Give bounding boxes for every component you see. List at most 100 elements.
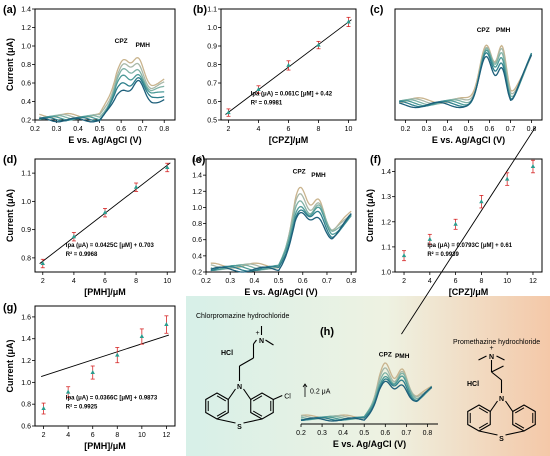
hcl-label: HCl [221, 350, 233, 357]
r-squared: R² = 0.9968 [66, 251, 98, 258]
voltammogram-trace [39, 79, 165, 123]
panel-h-background [186, 296, 550, 456]
r-squared: R² = 0.9925 [66, 404, 98, 411]
y-tick-label: 1.6 [192, 157, 202, 164]
x-tick-label: 6 [103, 278, 107, 285]
data-point [133, 184, 139, 189]
panel-label: (e) [192, 154, 206, 166]
x-tick-label: 0.2 [30, 126, 40, 133]
y-tick-label: 1.4 [21, 7, 31, 14]
amine-nitrogen: N [259, 338, 264, 345]
bond [243, 388, 252, 400]
data-point [401, 253, 407, 258]
x-tick-label: 0.7 [322, 278, 332, 285]
voltammogram-trace [300, 380, 433, 422]
double-bond [514, 407, 525, 414]
peak-label: CPZ [115, 38, 128, 45]
x-tick-label: 10 [503, 278, 511, 285]
bond [505, 400, 514, 412]
y-tick-label: 1.0 [21, 199, 31, 206]
x-tick-label: 0.5 [359, 430, 369, 437]
y-tick-label: 1.2 [21, 358, 31, 365]
fit-equation: Ipa (μA) = 0.061C [μM] + 0.42 [251, 92, 333, 98]
x-tick-label: 0.7 [138, 126, 148, 133]
y-tick-label: 1.0 [381, 270, 391, 277]
fit-line [401, 126, 536, 335]
double-bond [216, 395, 227, 402]
data-point [65, 389, 71, 394]
data-point [346, 19, 351, 24]
data-point [226, 110, 231, 115]
x-tick-label: 0.7 [402, 430, 412, 437]
y-tick-label: 1.2 [21, 25, 31, 32]
x-tick-label: 0.6 [298, 278, 308, 285]
x-tick-label: 0.8 [346, 278, 356, 285]
peak-label: PMH [311, 172, 326, 179]
y-tick-label: 1.1 [207, 7, 217, 14]
voltammogram-trace [399, 44, 533, 104]
data-point [164, 322, 169, 327]
peak-label: CPZ [379, 352, 392, 359]
x-tick-label: 0.3 [422, 126, 432, 133]
r-squared: R² = 0.9939 [427, 251, 459, 258]
data-point [40, 261, 45, 266]
y-axis-label: Current (μA) [365, 189, 375, 242]
panel-label: (g) [3, 302, 17, 314]
x-tick-label: 12 [163, 432, 171, 439]
x-tick-label: 0.8 [159, 126, 169, 133]
voltammogram-trace [398, 48, 533, 106]
y-tick-label: 1.1 [381, 244, 391, 251]
y-tick-label: 0.8 [21, 62, 31, 69]
x-tick-label: 0.2 [401, 126, 411, 133]
panel-d: 2 4 6 8 10 0.8 0.9 1.0 1.1 [PMH]/μM Current (μA) (d… [3, 154, 176, 297]
panel-label: (d) [3, 154, 17, 166]
x-tick-label: 6 [454, 278, 458, 285]
y-tick-label: 0.2 [21, 118, 31, 125]
panel-g: 2 4 6 8 10 12 0.6 0.8 1.0 1.2 1.4 1.6 [PMH]/μM Curren… [3, 302, 176, 451]
y-axis-label: Current (μA) [5, 339, 15, 392]
panel-a: 0.2 0.3 0.4 0.5 0.6 0.7 0.8 0.2 0.4 0.6 0.8 1.0 1.2 1… [3, 4, 176, 145]
peak-label: PMH [496, 27, 511, 34]
data-point [286, 62, 291, 67]
chart-panels: 0.2 0.3 0.4 0.5 0.6 0.7 0.8 0.2 0.4 0.6 0.8 1.0 1.2 1… [3, 4, 543, 451]
y-tick-label: 1.3 [381, 194, 391, 201]
nitrogen-atom: N [499, 396, 504, 403]
sulfur-atom: S [237, 424, 242, 431]
voltammogram-trace [39, 68, 165, 120]
double-bond [216, 410, 227, 417]
r-squared: R² = 0.9981 [251, 100, 283, 107]
amine-nitrogen: N [489, 354, 494, 361]
panel-label: (c) [370, 4, 384, 16]
data-point [316, 42, 321, 47]
x-tick-label: 0.2 [201, 278, 211, 285]
x-tick-label: 10 [163, 278, 171, 285]
voltammogram-trace [398, 46, 533, 105]
x-tick-label: 4 [66, 432, 70, 439]
y-tick-label: 0.2 [192, 270, 202, 277]
bond [489, 400, 498, 412]
x-tick-label: 12 [529, 278, 537, 285]
panel-label: (a) [3, 4, 17, 16]
y-axis-label: Current (μA) [5, 189, 15, 242]
x-tick-label: 0.8 [423, 430, 433, 437]
x-tick-label: 2 [402, 278, 406, 285]
hcl-label: HCl [467, 381, 479, 388]
x-tick-label: 8 [317, 126, 321, 133]
peak-label: CPZ [477, 27, 490, 34]
y-tick-label: 1.0 [192, 205, 202, 212]
chlorpromazine-title: Chlorpromazine hydrochloride [196, 313, 289, 320]
panel-c: 0.2 0.3 0.4 0.5 0.6 0.7 0.8 E vs. Ag/AgCl (V) (c… [370, 4, 543, 145]
data-point [530, 164, 536, 169]
data-point [504, 176, 510, 181]
y-tick-label: 0.9 [207, 44, 217, 51]
data-point [453, 221, 458, 226]
x-tick-label: 0.5 [95, 126, 105, 133]
x-tick-label: 10 [345, 126, 353, 133]
x-tick-label: 0.5 [464, 126, 474, 133]
y-tick-label: 1.4 [21, 336, 31, 343]
voltammogram-trace [210, 205, 352, 272]
x-tick-label: 0.3 [52, 126, 62, 133]
double-bond [478, 407, 489, 414]
y-tick-label: 1.4 [381, 169, 391, 176]
